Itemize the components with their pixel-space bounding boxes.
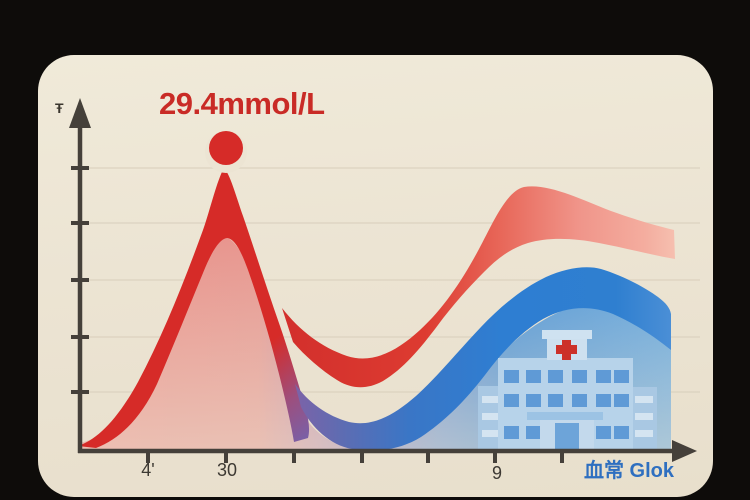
blue-curve-ribbon [295, 267, 671, 451]
x-axis-ticks [146, 451, 564, 463]
red-peak-band [78, 168, 310, 448]
x-axis-arrow [672, 440, 697, 462]
hospital-windows [504, 370, 629, 439]
hospital-building-icon [478, 330, 657, 451]
x-axis [78, 440, 697, 463]
x-axis-caption: 血常 Glok [584, 460, 675, 482]
y-axis-symbol: Ŧ [55, 100, 64, 116]
red-curve-ribbon [282, 186, 675, 388]
y-axis-arrow [69, 98, 91, 128]
x-tick-label-3: 9 [491, 463, 502, 483]
peak-marker-dot [209, 131, 243, 165]
x-tick-label-1: 4' [141, 460, 155, 480]
peak-value-label: 29.4mmol/L [159, 86, 325, 121]
hospital-door [555, 423, 579, 451]
red-cross-icon [556, 340, 577, 360]
x-tick-label-2: 30 [216, 460, 238, 480]
y-axis [69, 98, 91, 453]
y-axis-ticks [71, 166, 89, 394]
